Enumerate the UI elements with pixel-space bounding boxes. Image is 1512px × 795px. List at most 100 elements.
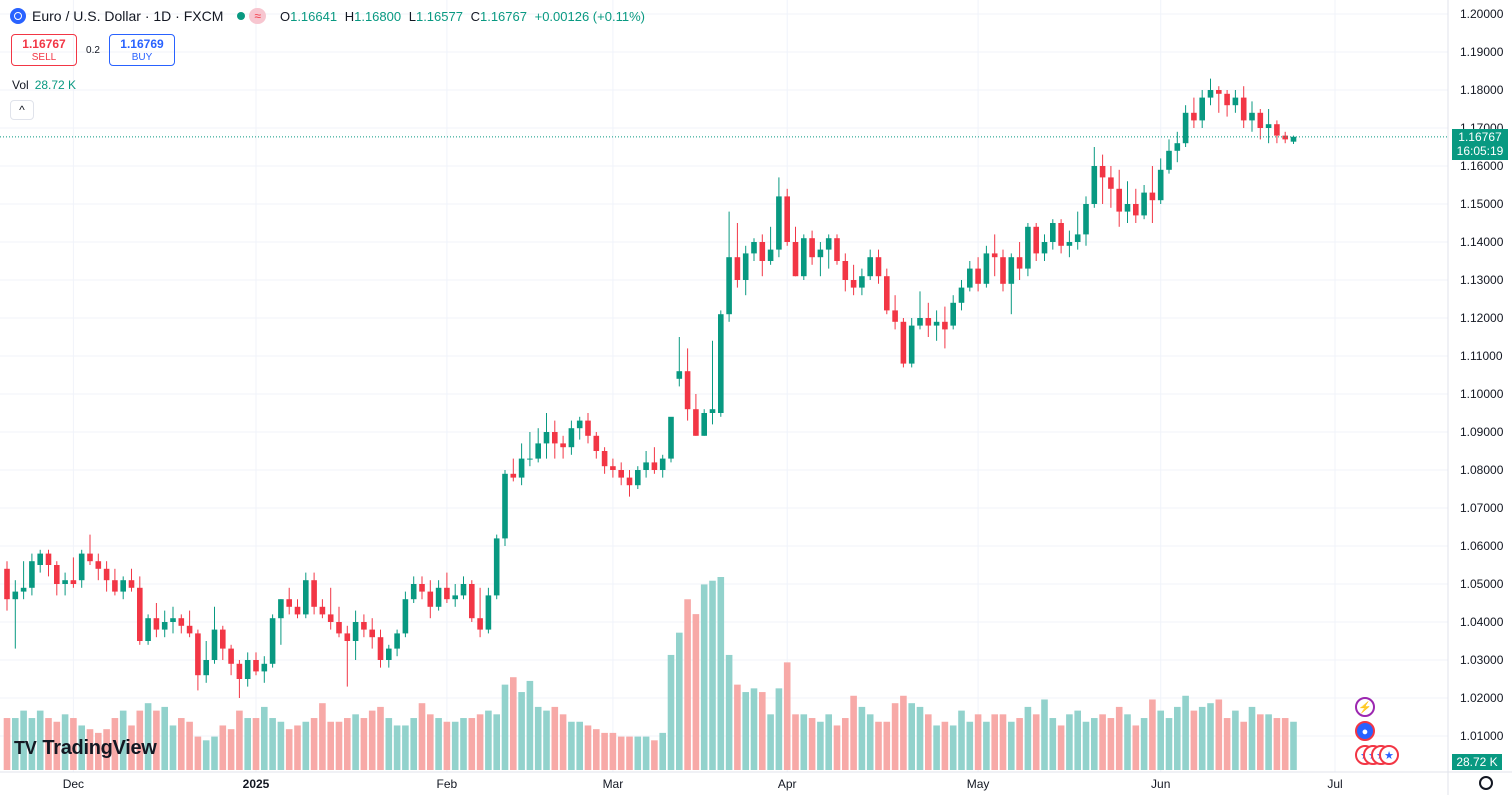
price-tick-label: 1.15000	[1460, 197, 1504, 211]
candle-body	[427, 591, 434, 607]
volume-bar	[1190, 710, 1198, 770]
time-axis[interactable]: Dec 2025 Feb Mar Apr May Jun Jul	[63, 777, 1343, 791]
candle-body	[278, 599, 284, 619]
candle-body	[62, 580, 68, 584]
volume-bar	[866, 714, 874, 770]
candle-body	[1141, 192, 1147, 216]
volume-bar	[858, 706, 866, 770]
volume-bar	[12, 718, 19, 770]
change-value: +0.00126 (+0.11%)	[534, 8, 645, 24]
candle-body	[1008, 257, 1015, 284]
candle-body	[1116, 188, 1122, 212]
volume-bar	[1257, 714, 1264, 770]
volume-legend[interactable]: Vol 28.72 K	[12, 78, 76, 92]
volume-bar	[559, 714, 567, 770]
volume-bar	[227, 729, 235, 770]
volume-bar	[1066, 714, 1073, 770]
candle-body	[112, 580, 118, 592]
sell-button[interactable]: 1.16767 SELL	[11, 34, 77, 66]
volume-bar	[144, 703, 152, 770]
candle-body	[701, 413, 707, 436]
volume-bar	[236, 710, 243, 770]
bar-countdown: 16:05:19	[1456, 144, 1504, 158]
price-tick-label: 1.04000	[1460, 615, 1504, 629]
volume-badge: 28.72 K	[1452, 754, 1502, 770]
price-tick-label: 1.13000	[1460, 273, 1504, 287]
data-delay-icon: ≈	[249, 8, 266, 24]
candle-body	[294, 606, 301, 615]
candle-body	[1182, 112, 1189, 144]
volume-bar	[891, 703, 899, 770]
candle-body	[460, 584, 467, 596]
volume-bar	[1265, 714, 1272, 770]
candle-body	[842, 261, 849, 280]
volume-bar	[1240, 721, 1247, 770]
close-value: 1.16767	[479, 8, 527, 24]
volume-bar	[792, 714, 799, 770]
buy-button[interactable]: 1.16769 BUY	[109, 34, 175, 66]
volume-bar	[1140, 718, 1148, 770]
open-key: O	[279, 8, 291, 24]
candle-body	[1091, 166, 1098, 204]
volume-bar	[385, 718, 393, 770]
tradingview-logo[interactable]: TV TradingView	[14, 737, 157, 760]
volume-bar	[360, 718, 368, 770]
candle-body	[244, 660, 251, 679]
us-flag-icon[interactable]: ★	[1379, 745, 1399, 765]
candle-body	[211, 629, 218, 660]
candle-body	[394, 633, 400, 649]
volume-bar	[128, 725, 135, 770]
volume-bar	[510, 677, 517, 770]
candle-body	[1249, 112, 1255, 121]
candle-body	[452, 595, 458, 600]
volume-value: 28.72 K	[34, 78, 77, 92]
volume-bar	[759, 692, 766, 770]
chevron-up-icon: ^	[19, 103, 25, 117]
volume-bar	[202, 740, 210, 770]
price-axis[interactable]: 1.200001.190001.180001.170001.160001.150…	[1460, 7, 1504, 743]
symbol-title[interactable]: Euro / U.S. Dollar · 1D · FXCM	[32, 8, 224, 24]
candle-body	[975, 268, 981, 284]
candle-body	[801, 238, 807, 277]
volume-bar	[949, 725, 957, 770]
volume-bar	[252, 718, 260, 770]
collapse-legend-button[interactable]: ^	[10, 100, 34, 120]
candle-body	[410, 584, 417, 600]
volume-bar	[991, 714, 998, 770]
symbol-legend: Euro / U.S. Dollar · 1D · FXCM ≈ O1.1664…	[10, 8, 649, 24]
volume-bar	[1132, 725, 1140, 770]
lightning-icon[interactable]: ⚡	[1355, 697, 1375, 717]
volume-bar	[717, 577, 725, 770]
candle-body	[361, 622, 367, 630]
time-tick-label: Jun	[1151, 777, 1170, 791]
price-tick-label: 1.11000	[1460, 349, 1503, 363]
volume-bar	[78, 725, 85, 770]
tradingview-logo-icon: TV	[14, 738, 37, 758]
candle-body	[485, 595, 492, 630]
volume-bar	[1099, 714, 1106, 770]
candle-body	[37, 553, 43, 565]
volume-bar	[1124, 714, 1131, 770]
candle-body	[867, 257, 873, 277]
volume-bar	[543, 710, 550, 770]
candle-body	[1257, 112, 1264, 128]
candle-body	[261, 663, 268, 672]
volume-bar	[925, 714, 932, 770]
market-status[interactable]: ≈	[237, 8, 266, 24]
globe-event-icon[interactable]: ●	[1355, 721, 1375, 741]
price-tick-label: 1.10000	[1460, 387, 1504, 401]
candle-body	[601, 451, 608, 467]
candle-body	[734, 257, 741, 280]
candle-body	[1290, 136, 1297, 142]
price-tick-label: 1.05000	[1460, 577, 1504, 591]
chart-settings-gear-icon[interactable]	[1479, 776, 1493, 790]
volume-bar	[186, 721, 193, 770]
candle-body	[78, 553, 85, 581]
volume-bar	[1248, 706, 1256, 770]
candle-body	[178, 618, 185, 626]
candle-body	[1149, 192, 1156, 201]
candle-body	[850, 280, 857, 288]
time-tick-label: Feb	[437, 777, 458, 791]
volume-bar	[974, 714, 982, 770]
